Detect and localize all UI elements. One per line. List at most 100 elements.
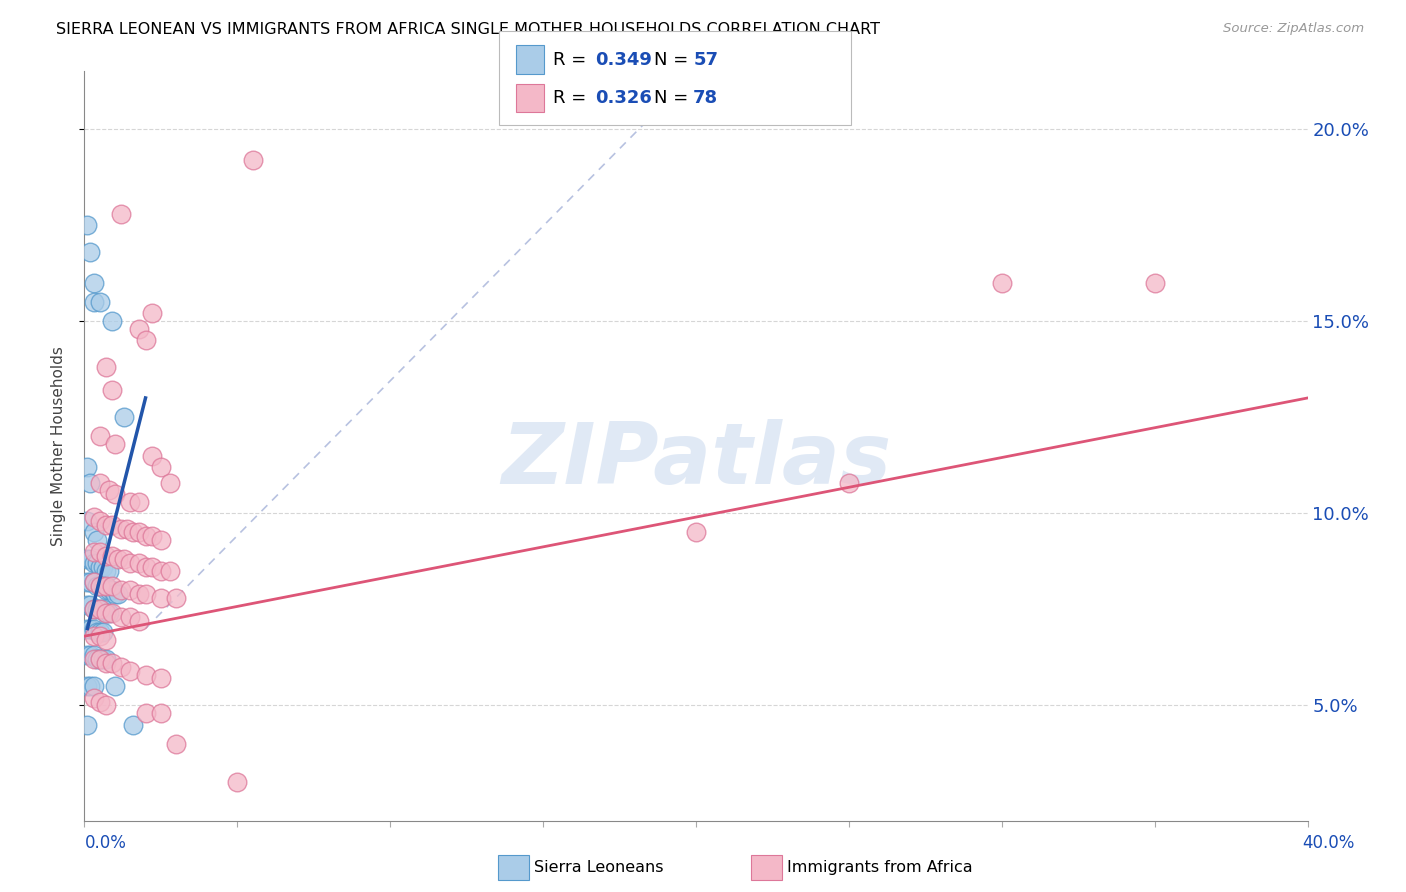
Point xyxy=(149,672,172,686)
Y-axis label: Single Mother Households: Single Mother Households xyxy=(51,346,66,546)
Text: 57: 57 xyxy=(693,51,718,69)
Point xyxy=(89,652,111,666)
Point xyxy=(79,648,101,663)
Point xyxy=(94,549,117,563)
Point xyxy=(94,517,117,532)
Point xyxy=(91,579,114,593)
Point xyxy=(128,494,150,508)
Text: 0.326: 0.326 xyxy=(595,89,651,107)
Point xyxy=(101,384,124,398)
Point xyxy=(86,579,108,593)
Point xyxy=(79,599,101,613)
Point xyxy=(101,549,124,563)
Point xyxy=(685,525,707,540)
Point xyxy=(83,294,105,309)
Point xyxy=(120,583,142,598)
Point xyxy=(149,533,172,548)
Point xyxy=(104,587,127,601)
Point xyxy=(141,560,163,574)
Point xyxy=(110,522,132,536)
Point xyxy=(83,276,105,290)
Point xyxy=(141,529,163,543)
Point xyxy=(89,579,111,593)
Point xyxy=(89,652,111,666)
Point xyxy=(149,591,172,605)
Point xyxy=(107,587,129,601)
Text: ZIPatlas: ZIPatlas xyxy=(501,419,891,502)
Point xyxy=(76,460,98,475)
Point xyxy=(141,306,163,320)
Point xyxy=(76,648,98,663)
Point xyxy=(89,544,111,558)
Point xyxy=(76,218,98,232)
Point xyxy=(83,544,105,558)
Point xyxy=(91,652,114,666)
Point xyxy=(76,514,98,528)
Point xyxy=(83,556,105,570)
Point xyxy=(89,694,111,708)
Point xyxy=(135,560,157,574)
Point xyxy=(89,429,111,443)
Point xyxy=(76,679,98,693)
Point xyxy=(135,529,157,543)
Point xyxy=(79,622,101,636)
Point xyxy=(135,334,157,348)
Point xyxy=(1143,276,1166,290)
Text: N =: N = xyxy=(654,51,693,69)
Point xyxy=(135,706,157,720)
Point xyxy=(165,591,187,605)
Point xyxy=(79,552,101,566)
Point xyxy=(89,514,111,528)
Point xyxy=(101,314,124,328)
Point xyxy=(120,664,142,678)
Point xyxy=(120,494,142,508)
Point xyxy=(79,475,101,490)
Point xyxy=(91,602,114,616)
Point xyxy=(115,522,138,536)
Text: 0.0%: 0.0% xyxy=(84,834,127,852)
Point xyxy=(83,510,105,524)
Point xyxy=(991,276,1014,290)
Text: 40.0%: 40.0% xyxy=(1302,834,1355,852)
Point xyxy=(110,660,132,674)
Point xyxy=(79,575,101,590)
Point xyxy=(128,587,150,601)
Point xyxy=(91,625,114,640)
Point xyxy=(89,602,111,616)
Text: Source: ZipAtlas.com: Source: ZipAtlas.com xyxy=(1223,22,1364,36)
Point xyxy=(83,622,105,636)
Point xyxy=(83,652,105,666)
Point xyxy=(83,679,105,693)
Point xyxy=(128,525,150,540)
Point xyxy=(83,602,105,616)
Point xyxy=(79,679,101,693)
Point xyxy=(89,602,111,616)
Point xyxy=(120,556,142,570)
Text: N =: N = xyxy=(654,89,693,107)
Point xyxy=(128,614,150,628)
Point xyxy=(86,602,108,616)
Point xyxy=(101,583,124,598)
Point xyxy=(97,606,120,620)
Point xyxy=(122,717,145,731)
Point xyxy=(97,483,120,498)
Point xyxy=(94,606,117,620)
Point xyxy=(83,648,105,663)
Text: Sierra Leoneans: Sierra Leoneans xyxy=(534,860,664,874)
Point xyxy=(76,622,98,636)
Point xyxy=(135,667,157,681)
Point xyxy=(94,698,117,713)
Text: R =: R = xyxy=(553,89,592,107)
Point xyxy=(76,717,98,731)
Point xyxy=(104,679,127,693)
Point xyxy=(97,583,120,598)
Text: 78: 78 xyxy=(693,89,718,107)
Point xyxy=(89,560,111,574)
Point xyxy=(79,244,101,259)
Point xyxy=(112,552,135,566)
Point xyxy=(104,487,127,501)
Point xyxy=(83,602,105,616)
Point xyxy=(242,153,264,167)
Point xyxy=(86,533,108,548)
Point xyxy=(76,599,98,613)
